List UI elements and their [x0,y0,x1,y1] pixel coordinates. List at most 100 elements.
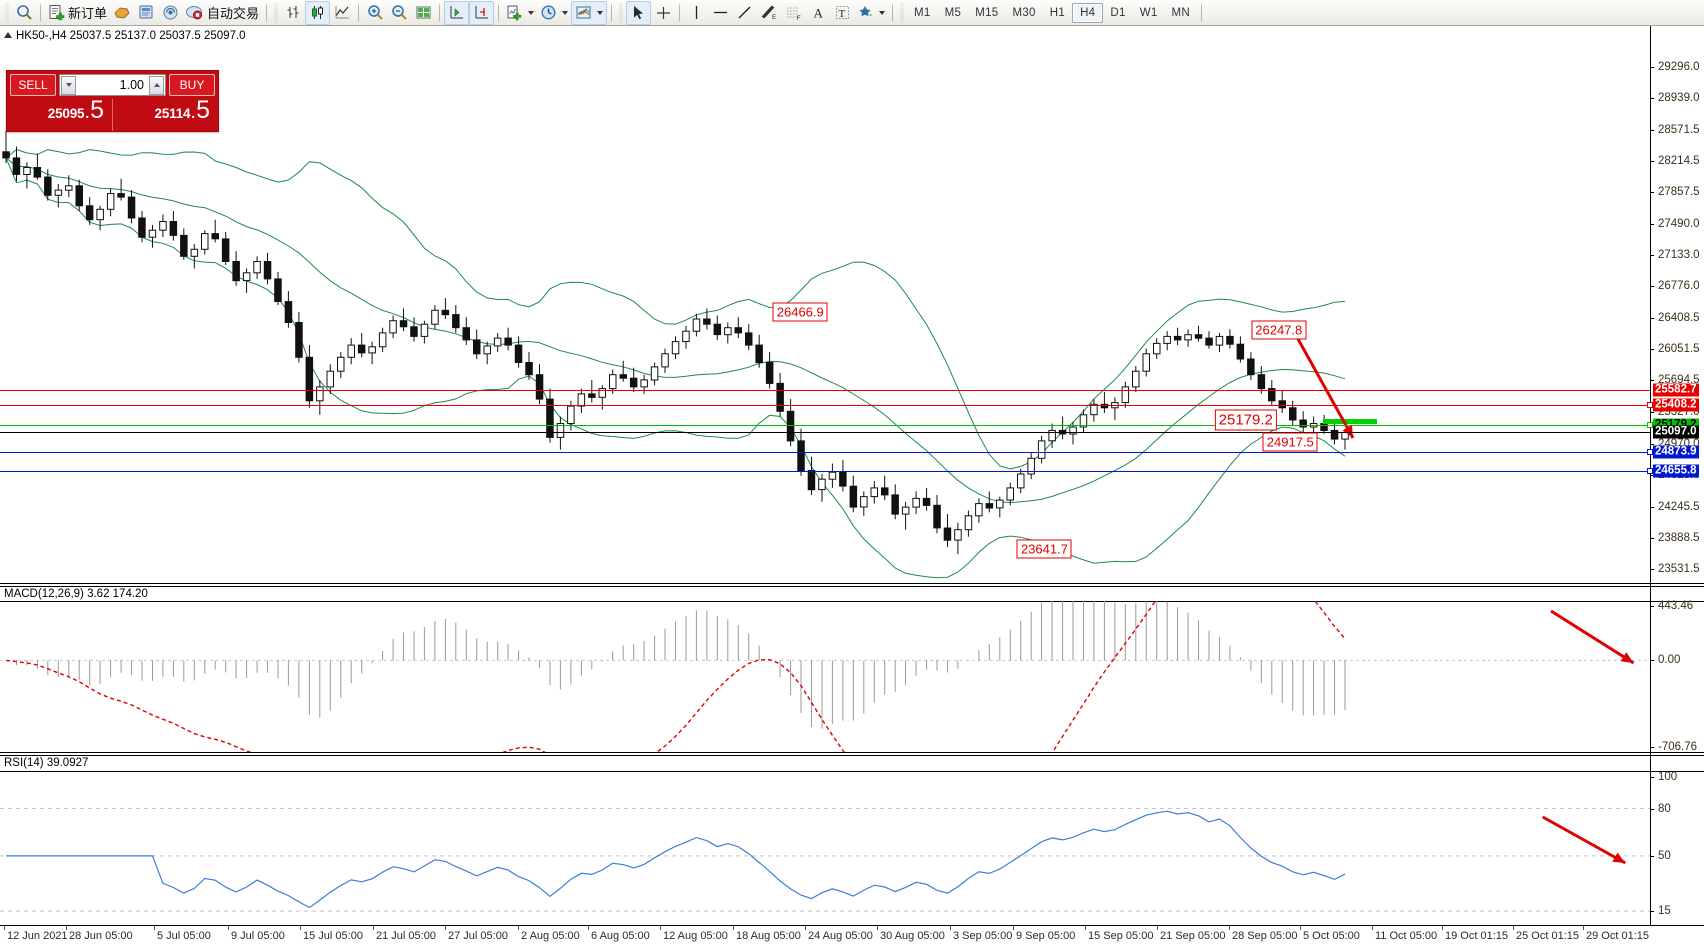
price-level-badge-support-blue-upper[interactable]: 24873.9 [1653,445,1699,459]
timeframe-m15[interactable]: M15 [975,6,999,19]
toolbar-separator-3 [358,2,360,23]
cursor-tool-button[interactable] [626,0,652,25]
price-level-handle[interactable] [1647,467,1653,474]
volume-stepper[interactable]: 1.00 [59,74,166,96]
price-level-handle[interactable] [1647,448,1653,455]
timeframe-m5[interactable]: M5 [944,6,962,19]
indicators-button[interactable] [503,1,537,25]
time-tick [660,926,661,930]
time-tick [877,926,878,930]
one-click-trading-panel[interactable]: SELL 1.00 BUY 25095 . 5 25114 . 5 [6,70,219,132]
trade-panel-prices: 25095 . 5 25114 . 5 [7,96,218,131]
templates-button[interactable] [571,0,608,25]
bar-chart-button[interactable] [281,1,305,25]
periods-button[interactable] [537,1,571,25]
sell-price-fraction: 5 [90,96,104,124]
chevron-down-icon-4[interactable] [879,10,886,15]
candlestick-chart-button[interactable] [305,0,331,25]
sell-button[interactable]: SELL [10,74,56,96]
svg-text:T: T [838,8,845,20]
callout-23641[interactable]: 23641.7 [1016,539,1072,559]
price-level-handle[interactable] [1647,402,1653,409]
time-tick-label: 18 Aug 05:00 [736,930,801,942]
equidistant-channel-tool-button[interactable]: E [756,1,781,25]
price-macd-separator [0,583,1704,584]
chevron-down-icon[interactable] [528,10,535,15]
signals-icon[interactable] [158,1,182,25]
price-level-handle[interactable] [1647,422,1653,429]
trendline-tool-button[interactable] [732,1,756,25]
toolbar-grip-3[interactable] [619,2,624,23]
toolbar-grip-2[interactable] [274,2,279,23]
volume-decrease-button[interactable] [61,75,76,95]
timeframe-m1[interactable]: M1 [914,6,931,19]
time-tick-label: 27 Jul 05:00 [448,930,508,942]
terminal-icon[interactable] [134,1,158,25]
price-level-badge-support-blue-lower[interactable]: 24655.8 [1653,464,1699,478]
label-tool-button[interactable]: T [830,1,854,25]
callout-26247[interactable]: 26247.8 [1251,320,1307,340]
text-tool-button[interactable]: A [806,1,830,25]
auto-scroll-button[interactable] [444,0,470,25]
fibonacci-tool-button[interactable]: F [781,1,806,25]
horizontal-line-tool-button[interactable] [708,1,732,25]
collapse-triangle-icon[interactable] [4,32,12,38]
autotrading-button[interactable]: 自动交易 [182,1,262,25]
zoom-out-button[interactable] [387,1,411,25]
timeframe-mn[interactable]: MN [1171,6,1191,19]
timeframe-h1[interactable]: H1 [1049,6,1066,19]
market-watch-icon[interactable] [12,1,36,25]
toolbar-grip[interactable] [5,2,9,23]
timeframe-d1[interactable]: D1 [1110,6,1126,19]
expert-advisors-icon[interactable] [110,1,134,25]
timeframe-m30[interactable]: M30 [1012,6,1036,19]
time-tick-label: 25 Oct 01:15 [1516,930,1579,942]
price-level-line-current-price[interactable] [0,432,1650,434]
callout-24917[interactable]: 24917.5 [1262,432,1318,452]
price-tick [1650,568,1654,570]
shapes-tool-button[interactable] [854,1,888,25]
timeframe-h4[interactable]: H4 [1072,2,1104,23]
timeframe-w1[interactable]: W1 [1139,6,1158,19]
price-level-badge-resistance-upper[interactable]: 25582.7 [1653,383,1699,397]
tile-windows-button[interactable] [411,1,435,25]
timeframe-group: M1 M5 M15 M30 H1 H4 D1 W1 MN [907,2,1197,23]
price-level-line-support-blue-lower[interactable] [0,467,1653,474]
macd-top-border [0,601,1704,602]
sell-price[interactable]: 25095 . 5 [7,96,112,131]
time-tick-label: 12 Jun 2021 [7,930,68,942]
toolbar-grip-4[interactable] [900,2,905,23]
time-tick-label: 9 Jul 05:00 [231,930,285,942]
rsi-chart-canvas [0,808,1650,912]
crosshair-tool-button[interactable] [651,1,675,25]
price-downtrend-arrow [1293,333,1355,439]
time-tick-label: 21 Sep 05:00 [1160,930,1226,942]
price-level-line-support-blue-upper[interactable] [0,448,1653,455]
new-order-button[interactable]: 新订单 [45,1,110,25]
rsi-tick [1650,911,1654,913]
price-level-line-support-green[interactable] [0,422,1653,429]
line-chart-button[interactable] [330,1,354,25]
svg-text:A: A [813,6,823,21]
buy-button[interactable]: BUY [169,74,215,96]
price-level-badge-current-price[interactable]: 25097.0 [1653,425,1699,439]
buy-price[interactable]: 25114 . 5 [112,98,218,131]
vertical-line-tool-button[interactable] [684,1,708,25]
callout-25179[interactable]: 25179.2 [1214,409,1277,431]
zoom-in-button[interactable] [363,1,387,25]
time-axis[interactable]: 12 Jun 2021 28 Jun 05:00 5 Jul 05:00 9 Jul … [0,925,1650,947]
price-tick-label: 28214.5 [1658,154,1700,167]
callout-26466[interactable]: 26466.9 [772,302,828,322]
chevron-down-icon-3[interactable] [597,10,604,15]
chart-shift-button[interactable] [469,0,495,25]
chart-window[interactable]: HK50-,H4 25037.5 25137.0 25037.5 25097.0… [0,26,1704,947]
chevron-down-icon-2[interactable] [562,10,569,15]
price-level-line-resistance-upper[interactable] [0,390,1650,392]
toolbar-separator-2 [266,2,268,23]
volume-increase-button[interactable] [149,75,164,95]
price-level-line-resistance-lower[interactable] [0,402,1653,409]
price-level-badge-resistance-lower[interactable]: 25408.2 [1653,398,1699,412]
volume-input[interactable]: 1.00 [119,78,144,92]
time-tick-label: 15 Jul 05:00 [303,930,363,942]
time-tick-label: 28 Jun 05:00 [69,930,133,942]
